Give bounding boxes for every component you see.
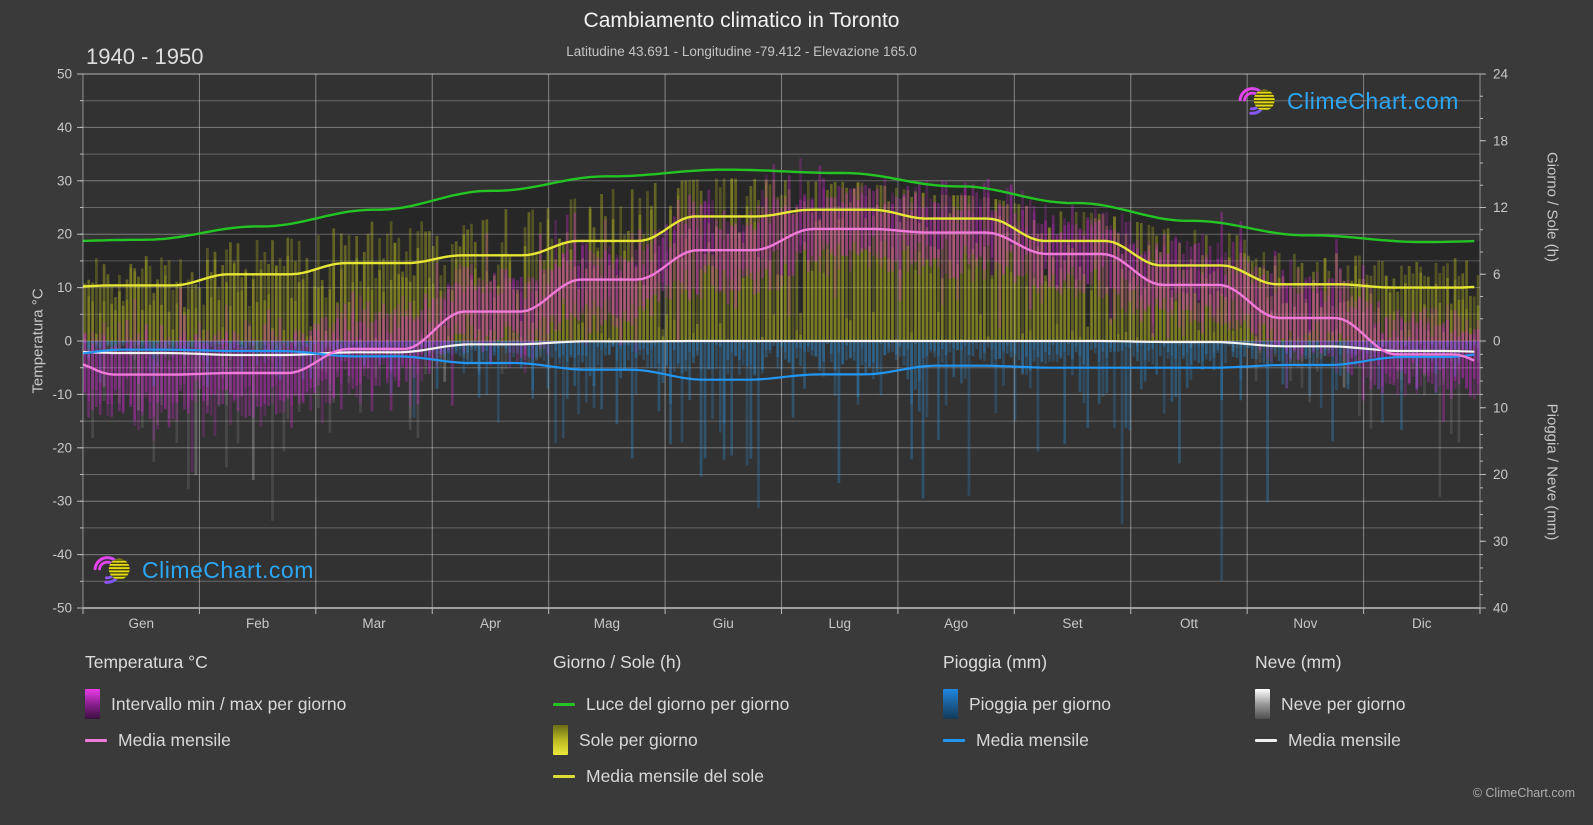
legend-group-rain: Pioggia (mm) Pioggia per giorno Media me… [943, 652, 1111, 758]
temp-tick-label: -40 [52, 547, 72, 562]
legend-group-snow: Neve (mm) Neve per giorno Media mensile [1255, 652, 1406, 758]
temp-tick-label: -10 [52, 387, 72, 402]
sun-tick-label: 12 [1493, 200, 1508, 215]
temp-tick-label: -20 [52, 440, 72, 455]
legend-title: Temperatura °C [85, 652, 208, 672]
temp-range-swatch-icon [85, 689, 100, 719]
legend-title: Giorno / Sole (h) [553, 652, 682, 672]
y-axis-title-precip: Pioggia / Neve (mm) [1543, 403, 1561, 541]
period-label: 1940 - 1950 [86, 44, 204, 69]
precip-tick-label: 20 [1493, 467, 1508, 482]
precip-tick-label: 10 [1493, 400, 1508, 415]
precip-tick-label: 40 [1493, 601, 1508, 616]
sun-mean-line-icon [553, 774, 575, 778]
watermark-bottom-left: ClimeChart.com [92, 551, 314, 589]
month-label: Ott [1180, 616, 1198, 631]
legend-item: Media mensile [1255, 722, 1406, 758]
legend-item: Neve per giorno [1255, 686, 1406, 722]
legend-group-sun: Giorno / Sole (h) Luce del giorno per gi… [553, 652, 789, 794]
legend-item: Luce del giorno per giorno [553, 686, 789, 722]
temp-mean-line-icon [85, 738, 107, 742]
sun-tick-label: 6 [1493, 267, 1501, 282]
climechart-logo-icon [1238, 87, 1275, 115]
legend-item: Media mensile [85, 722, 346, 758]
month-label: Set [1062, 616, 1083, 631]
precip-tick-label: 30 [1493, 534, 1508, 549]
month-label: Gen [128, 616, 154, 631]
sun-tick-label: 0 [1493, 334, 1501, 349]
legend-title: Pioggia (mm) [943, 652, 1048, 672]
legend-item: Pioggia per giorno [943, 686, 1111, 722]
snow-bar-swatch-icon [1255, 689, 1270, 719]
month-label: Nov [1293, 616, 1317, 631]
watermark-text: ClimeChart.com [1287, 87, 1459, 114]
sun-tick-label: 18 [1493, 133, 1508, 148]
legend-item: Sole per giorno [553, 722, 789, 758]
month-label: Giu [713, 616, 734, 631]
axis-ticks [77, 73, 1486, 614]
temp-tick-label: -50 [52, 601, 72, 616]
page-title: Cambiamento climatico in Toronto [583, 9, 900, 32]
watermark-top-right: ClimeChart.com [1237, 82, 1459, 120]
month-label: Feb [246, 616, 269, 631]
temp-tick-label: -30 [52, 494, 72, 509]
sun-bar-swatch-icon [553, 725, 568, 755]
temp-tick-label: 30 [57, 173, 72, 188]
legend-item: Intervallo min / max per giorno [85, 686, 346, 722]
month-label: Mag [594, 616, 620, 631]
legend-title: Neve (mm) [1255, 652, 1342, 672]
temp-tick-label: 0 [64, 334, 72, 349]
watermark-text: ClimeChart.com [142, 556, 314, 583]
temp-tick-label: 50 [57, 67, 72, 82]
snow-mean-line-icon [1255, 738, 1277, 742]
climechart-logo-icon [93, 556, 130, 584]
sun-tick-label: 24 [1493, 67, 1509, 82]
month-label: Dic [1412, 616, 1432, 631]
legend-group-temperature: Temperatura °C Intervallo min / max per … [85, 652, 346, 758]
temp-tick-label: 20 [57, 227, 72, 242]
rain-mean-line-icon [943, 738, 965, 742]
temp-tick-label: 40 [57, 120, 72, 135]
daylight-line-icon [553, 702, 575, 706]
month-label: Apr [480, 616, 502, 631]
y-axis-title-temperature: Temperatura °C [29, 288, 47, 394]
page-subtitle: Latitudine 43.691 - Longitudine -79.412 … [566, 44, 917, 59]
legend-item: Media mensile del sole [553, 758, 789, 794]
copyright-text: © ClimeChart.com [1472, 786, 1575, 800]
temp-tick-label: 10 [57, 280, 72, 295]
month-label: Ago [944, 616, 968, 631]
month-label: Lug [828, 616, 851, 631]
y-axis-title-sun: Giorno / Sole (h) [1543, 151, 1561, 263]
month-label: Mar [362, 616, 386, 631]
rain-bar-swatch-icon [943, 689, 958, 719]
legend-item: Media mensile [943, 722, 1111, 758]
